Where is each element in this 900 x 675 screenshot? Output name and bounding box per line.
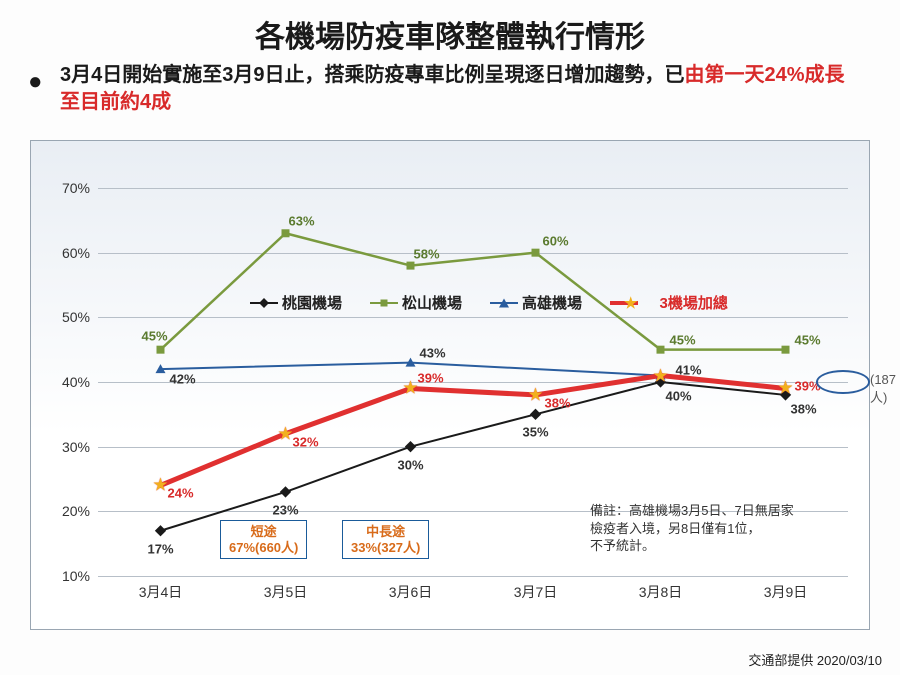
y-tick-label: 20% xyxy=(30,503,90,519)
y-tick-label: 60% xyxy=(30,245,90,261)
source-credit: 交通部提供 2020/03/10 xyxy=(748,650,882,669)
chart-subtitle: ● 3月4日開始實施至3月9日止，搭乘防疫專車比例呈現逐日增加趨勢，已由第一天2… xyxy=(0,62,900,116)
data-point-label: 24% xyxy=(167,486,193,501)
midlong-route-box: 中長途 33%(327人) xyxy=(342,520,429,559)
midlong-route-l2: 33%(327人) xyxy=(351,540,420,556)
gridline xyxy=(98,576,848,577)
star-marker-icon: ★ xyxy=(527,384,543,405)
subtitle-prefix: 3月4日開始實施至3月9日止，搭乘防疫專車比例呈現逐日增加趨勢，已 xyxy=(60,64,685,86)
short-route-l2: 67%(660人) xyxy=(229,540,298,556)
x-tick-label: 3月7日 xyxy=(514,582,558,602)
end-note: (187人) xyxy=(870,372,896,406)
x-tick-label: 3月4日 xyxy=(139,582,183,602)
short-route-box: 短途 67%(660人) xyxy=(220,520,307,559)
data-point-label: 38% xyxy=(544,395,570,410)
y-tick-label: 70% xyxy=(30,180,90,196)
star-marker-icon: ★ xyxy=(777,378,793,399)
data-point-label: 42% xyxy=(169,372,195,387)
star-marker-icon: ★ xyxy=(152,475,168,496)
data-point-label: 32% xyxy=(292,434,318,449)
data-point-label: 38% xyxy=(790,401,816,416)
y-tick-label: 40% xyxy=(30,374,90,390)
data-point-label: 45% xyxy=(141,328,167,343)
end-ellipse xyxy=(816,370,870,394)
data-point-label: 40% xyxy=(665,389,691,404)
data-point-label: 35% xyxy=(522,425,548,440)
star-marker-icon: ★ xyxy=(652,365,668,386)
y-tick-label: 50% xyxy=(30,309,90,325)
y-tick-label: 10% xyxy=(30,568,90,584)
data-point-label: 60% xyxy=(542,233,568,248)
x-tick-label: 3月8日 xyxy=(639,582,683,602)
data-point-label: 43% xyxy=(419,345,445,360)
data-point-label: 45% xyxy=(669,332,695,347)
data-point-label: 30% xyxy=(397,457,423,472)
x-tick-label: 3月6日 xyxy=(389,582,433,602)
data-point-label: 45% xyxy=(794,332,820,347)
data-point-label: 23% xyxy=(272,502,298,517)
chart-title: 各機場防疫車隊整體執行情形 xyxy=(0,0,900,62)
footnote: 備註：高雄機場3月5日、7日無居家檢疫者入境，另8日僅有1位，不予統計。 xyxy=(590,502,860,555)
data-point-label: 39% xyxy=(417,371,443,386)
x-tick-label: 3月9日 xyxy=(764,582,808,602)
chart-container: 桃園機場松山機場高雄機場★3機場加總 10%20%30%40%50%60%70%… xyxy=(30,140,870,630)
data-point-label: 41% xyxy=(675,362,701,377)
short-route-l1: 短途 xyxy=(229,524,298,540)
midlong-route-l1: 中長途 xyxy=(351,524,420,540)
x-tick-label: 3月5日 xyxy=(264,582,308,602)
data-point-label: 58% xyxy=(413,246,439,261)
star-marker-icon: ★ xyxy=(402,378,418,399)
star-marker-icon: ★ xyxy=(277,423,293,444)
data-point-label: 63% xyxy=(288,214,314,229)
data-point-label: 17% xyxy=(147,541,173,556)
bullet-icon: ● xyxy=(28,66,43,98)
y-tick-label: 30% xyxy=(30,439,90,455)
